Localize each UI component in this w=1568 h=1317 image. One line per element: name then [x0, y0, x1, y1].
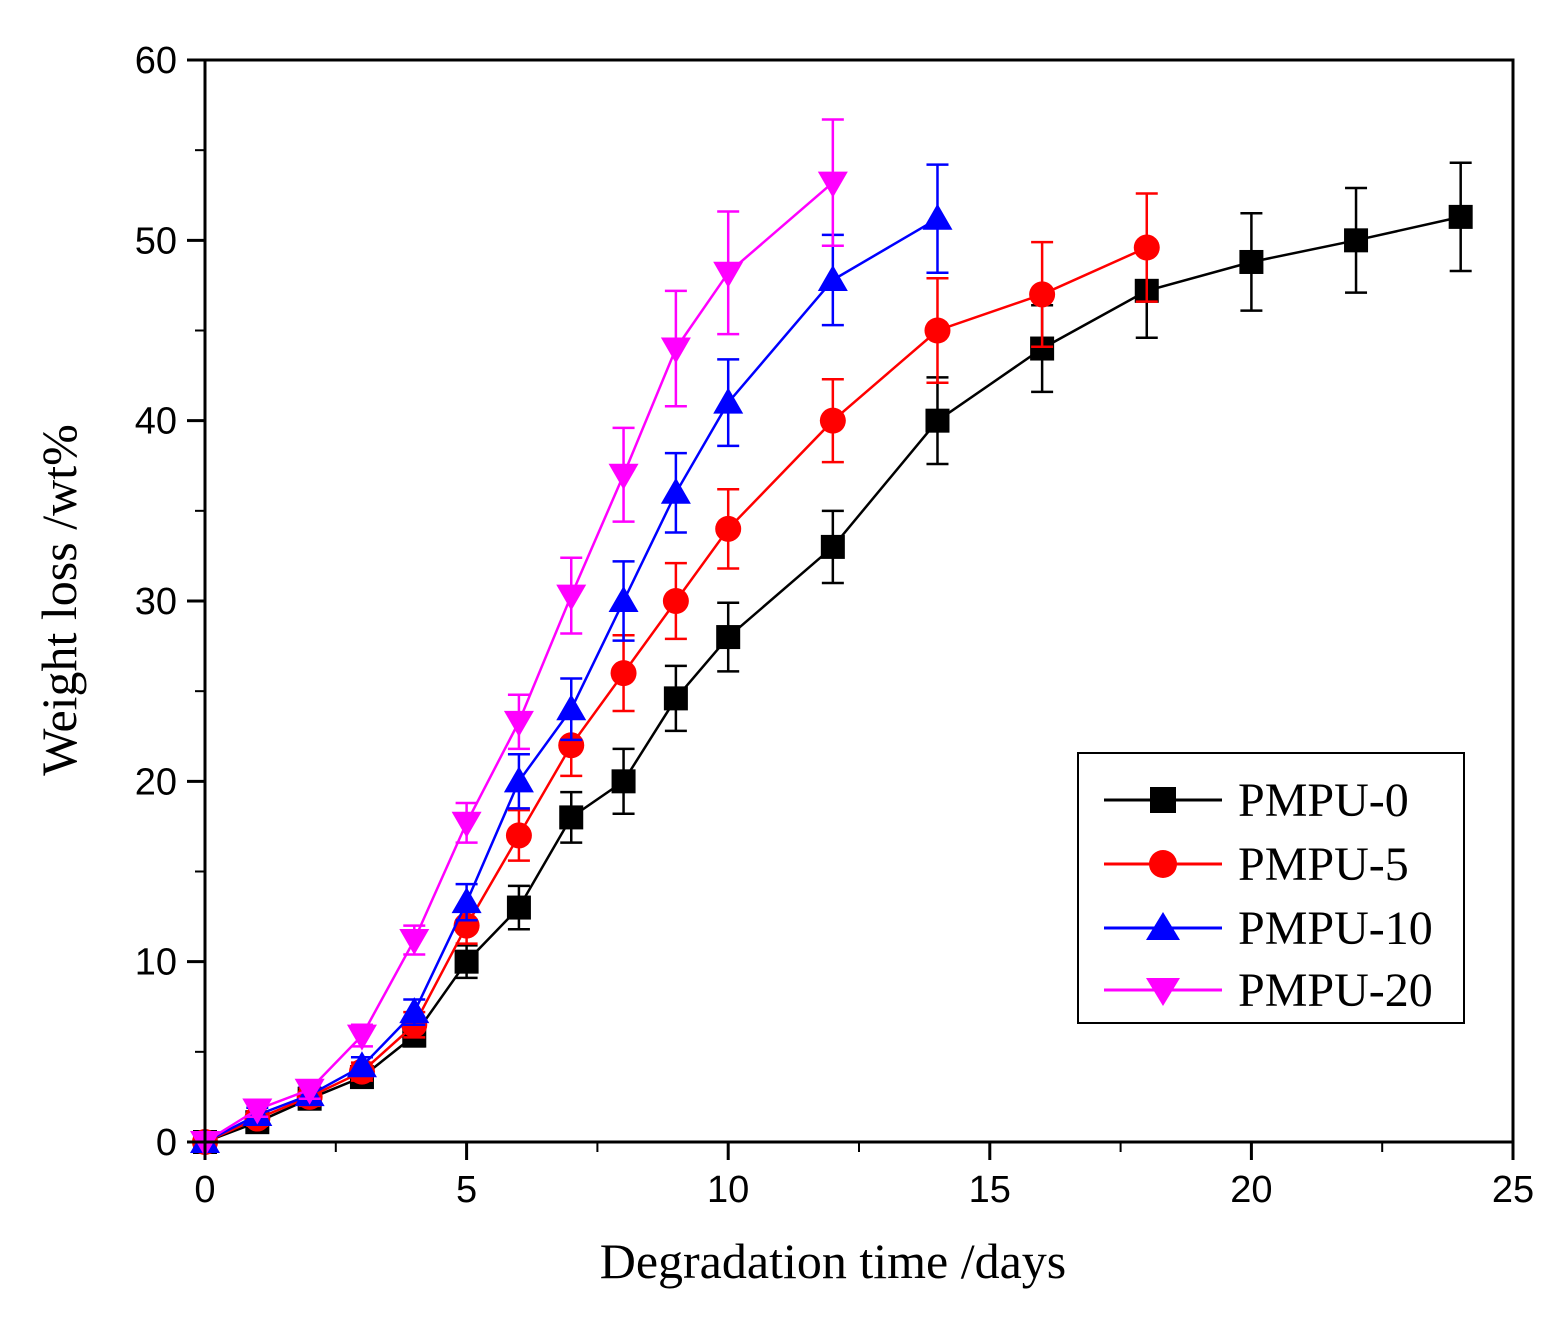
data-point-pmpu-10 [660, 477, 691, 504]
x-axis-title: Degradation time /days [600, 1233, 1067, 1289]
legend-marker-pmpu-10 [1146, 912, 1180, 940]
x-tick-label: 20 [1230, 1169, 1272, 1211]
legend-item-pmpu-20: PMPU-20 [1104, 964, 1433, 1017]
data-point-pmpu-0 [506, 895, 531, 920]
legend-item-pmpu-10: PMPU-10 [1104, 902, 1433, 955]
data-point-pmpu-5 [715, 515, 742, 542]
y-tick-label: 20 [135, 761, 177, 803]
axes: 0 5 10 15 20 25 0 10 20 30 40 50 60 [135, 40, 1534, 1211]
data-point-pmpu-10 [608, 586, 639, 612]
data-point-pmpu-0 [1344, 228, 1369, 253]
data-point-pmpu-0 [716, 625, 741, 650]
data-point-pmpu-20 [503, 710, 534, 737]
y-tick-label: 50 [135, 220, 177, 262]
legend-label-pmpu-0: PMPU-0 [1238, 774, 1409, 827]
data-point-pmpu-0 [925, 408, 950, 433]
data-point-pmpu-5 [1133, 234, 1160, 261]
legend-item-pmpu-0: PMPU-0 [1104, 774, 1409, 827]
data-point-pmpu-20 [294, 1078, 325, 1105]
data-point-pmpu-20 [556, 584, 587, 611]
data-point-pmpu-0 [663, 686, 688, 711]
data-point-pmpu-5 [505, 822, 532, 849]
data-point-pmpu-0 [1448, 204, 1473, 229]
series-pmpu-20 [190, 118, 848, 1157]
data-point-pmpu-0 [611, 769, 636, 794]
data-point-pmpu-5 [924, 317, 951, 344]
data-point-pmpu-5 [1029, 281, 1056, 308]
data-point-pmpu-5 [819, 407, 846, 434]
legend-box [1077, 752, 1465, 1024]
legend: PMPU-0 PMPU-5 PMPU-10 PMPU-20 [1077, 752, 1465, 1024]
x-tick-label: 15 [969, 1169, 1011, 1211]
data-point-pmpu-20 [399, 929, 430, 956]
legend-label-pmpu-5: PMPU-5 [1238, 838, 1409, 891]
legend-label-pmpu-10: PMPU-10 [1238, 902, 1433, 955]
legend-marker-pmpu-5 [1149, 850, 1177, 878]
legend-marker-pmpu-20 [1146, 978, 1180, 1006]
data-point-pmpu-10 [451, 887, 482, 914]
legend-item-pmpu-5: PMPU-5 [1104, 838, 1409, 891]
plot-area [190, 118, 1473, 1157]
data-point-pmpu-10 [556, 694, 587, 721]
data-point-pmpu-20 [817, 171, 848, 198]
data-point-pmpu-5 [662, 588, 689, 614]
data-point-pmpu-10 [922, 203, 953, 230]
y-tick-label: 0 [156, 1122, 177, 1164]
data-point-pmpu-20 [713, 261, 744, 288]
data-point-pmpu-20 [346, 1024, 377, 1051]
data-point-pmpu-10 [817, 265, 848, 292]
data-point-pmpu-10 [346, 1051, 377, 1078]
data-point-pmpu-20 [451, 811, 482, 838]
y-tick-label: 40 [135, 401, 177, 443]
x-tick-label: 5 [456, 1169, 477, 1211]
data-point-pmpu-10 [399, 997, 430, 1024]
legend-label-pmpu-20: PMPU-20 [1238, 964, 1433, 1017]
series-pmpu-10 [190, 163, 953, 1153]
x-tick-label: 10 [707, 1169, 749, 1211]
data-point-pmpu-10 [503, 766, 534, 793]
y-tick-label: 10 [135, 942, 177, 984]
data-point-pmpu-10 [713, 387, 744, 414]
data-point-pmpu-20 [242, 1098, 273, 1125]
data-point-pmpu-0 [454, 949, 479, 974]
legend-marker-pmpu-0 [1150, 787, 1176, 813]
y-axis-title: Weight loss /wt% [31, 424, 87, 776]
data-point-pmpu-0 [1239, 249, 1264, 274]
series-line-pmpu-20 [204, 181, 834, 1144]
data-point-pmpu-0 [559, 805, 584, 830]
x-tick-label: 25 [1492, 1169, 1534, 1211]
data-point-pmpu-20 [660, 337, 691, 364]
data-point-pmpu-5 [610, 660, 637, 687]
x-tick-label: 0 [194, 1169, 215, 1211]
data-point-pmpu-20 [608, 463, 639, 490]
y-tick-label: 60 [135, 40, 177, 82]
y-tick-label: 30 [135, 581, 177, 623]
data-point-pmpu-0 [820, 534, 845, 559]
